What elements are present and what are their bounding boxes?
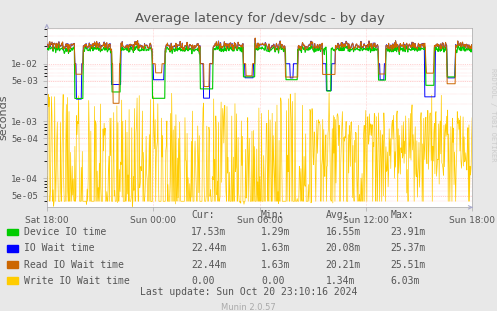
Y-axis label: seconds: seconds [0,95,8,140]
Text: 20.08m: 20.08m [326,244,361,253]
Text: 25.51m: 25.51m [390,260,425,270]
Text: 23.91m: 23.91m [390,227,425,237]
Text: Munin 2.0.57: Munin 2.0.57 [221,303,276,311]
Text: 16.55m: 16.55m [326,227,361,237]
Text: 0.00: 0.00 [191,276,215,286]
Text: 0.00: 0.00 [261,276,284,286]
Text: 1.63m: 1.63m [261,260,290,270]
Text: Max:: Max: [390,210,414,220]
Text: 6.03m: 6.03m [390,276,419,286]
Text: Write IO Wait time: Write IO Wait time [24,276,130,286]
Text: 17.53m: 17.53m [191,227,227,237]
Text: Cur:: Cur: [191,210,215,220]
Text: 1.34m: 1.34m [326,276,355,286]
Text: RRDTOOL / TOBI OETIKER: RRDTOOL / TOBI OETIKER [490,68,496,162]
Text: Device IO time: Device IO time [24,227,106,237]
Text: 22.44m: 22.44m [191,260,227,270]
Text: 25.37m: 25.37m [390,244,425,253]
Text: 1.29m: 1.29m [261,227,290,237]
Text: Min:: Min: [261,210,284,220]
Text: 20.21m: 20.21m [326,260,361,270]
Text: IO Wait time: IO Wait time [24,244,95,253]
Title: Average latency for /dev/sdc - by day: Average latency for /dev/sdc - by day [135,12,385,26]
Text: Read IO Wait time: Read IO Wait time [24,260,124,270]
Text: Last update: Sun Oct 20 23:10:16 2024: Last update: Sun Oct 20 23:10:16 2024 [140,287,357,297]
Text: 22.44m: 22.44m [191,244,227,253]
Text: Avg:: Avg: [326,210,349,220]
Text: 1.63m: 1.63m [261,244,290,253]
